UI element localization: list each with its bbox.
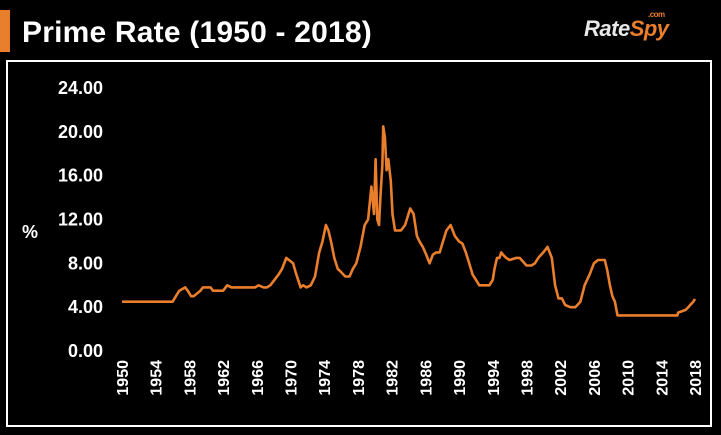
y-tick-label: 8.00: [68, 253, 103, 273]
y-tick-label: 0.00: [68, 341, 103, 361]
x-tick-label: 1954: [149, 360, 166, 396]
y-tick-label: 4.00: [68, 297, 103, 317]
x-tick-label: 1958: [182, 360, 199, 396]
y-tick-label: 20.00: [58, 122, 103, 142]
x-tick-label: 1950: [115, 360, 132, 396]
x-tick-label: 1962: [216, 360, 233, 396]
y-tick-labels: 0.00 4.00 8.00 12.00 16.00 20.00 24.00: [58, 78, 103, 361]
x-tick-label: 1990: [452, 360, 469, 396]
title-accent-bar: [0, 10, 10, 52]
x-tick-label: 2002: [553, 360, 570, 396]
x-tick-label: 1970: [284, 360, 301, 396]
ratespy-logo: RateSpy .com: [584, 10, 669, 41]
x-tick-label: 1974: [317, 360, 334, 396]
x-tick-label: 1966: [250, 360, 267, 396]
y-axis-label: %: [22, 222, 38, 242]
x-tick-label: 2010: [621, 360, 638, 396]
x-tick-label: 2006: [587, 360, 604, 396]
x-tick-label: 2014: [654, 360, 671, 396]
x-tick-label: 1998: [519, 360, 536, 396]
x-tick-label: 2018: [688, 360, 705, 396]
chart-title: Prime Rate (1950 - 2018): [22, 16, 372, 49]
prime-rate-line: [122, 125, 697, 317]
x-tick-label: 1994: [486, 360, 503, 396]
y-tick-label: 16.00: [58, 166, 103, 186]
y-tick-label: 24.00: [58, 78, 103, 98]
plot-border: [6, 60, 712, 427]
x-tick-label: 1978: [351, 360, 368, 396]
x-tick-label: 1982: [385, 360, 402, 396]
x-tick-label: 1986: [418, 360, 435, 396]
y-tick-label: 12.00: [58, 210, 103, 230]
x-tick-labels: 1950 1954 1958 1962 1966 1970 1974 1978 1982 1986…: [115, 360, 705, 396]
